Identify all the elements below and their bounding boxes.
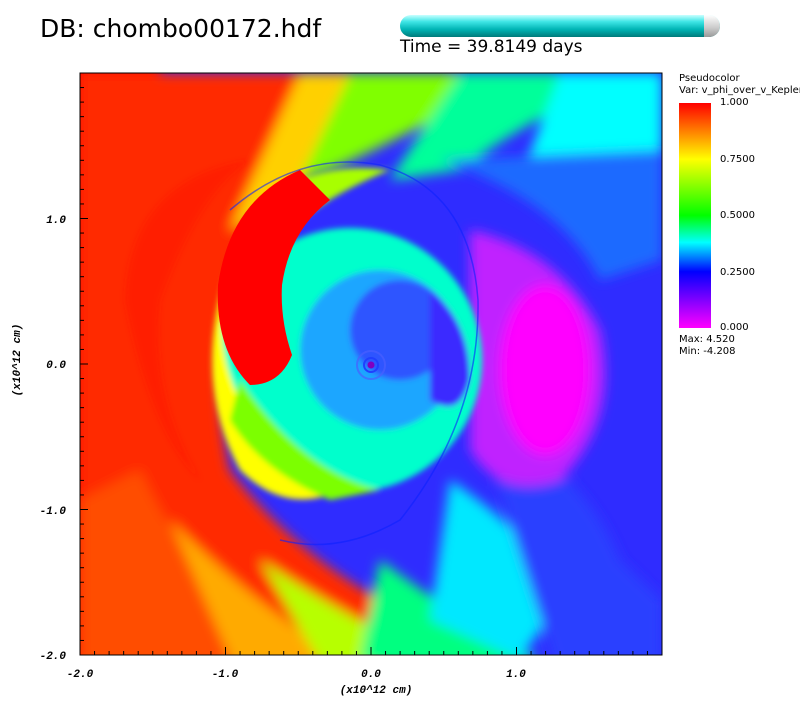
red-crescent: [217, 170, 330, 385]
x-tick-label: -1.0: [212, 669, 239, 681]
legend-variable: Var: v_phi_over_v_Kepler: [679, 85, 800, 96]
heatmap-field: [80, 73, 662, 655]
time-slider-remaining: [704, 15, 720, 37]
colorbar-label: 1.000: [720, 97, 749, 108]
y-tick-label: -2.0: [40, 651, 67, 663]
max-value: Max: 4.520: [679, 334, 735, 345]
database-title: DB: chombo00172.hdf: [40, 14, 322, 43]
colorbar: [679, 103, 711, 328]
x-axis-label: (x10^12 cm): [340, 685, 413, 697]
colorbar-label: 0.000: [720, 322, 749, 333]
colorbar-label: 0.5000: [720, 210, 755, 221]
min-value: Min: -4.208: [679, 346, 736, 357]
y-tick-label: 0.0: [46, 360, 66, 372]
x-tick-label: 0.0: [361, 669, 381, 681]
x-tick-label: -2.0: [67, 669, 94, 681]
x-tick-label: 1.0: [506, 669, 526, 681]
legend-title: Pseudocolor Var: v_phi_over_v_Kepler: [679, 73, 800, 97]
y-axis-label: (x10^12 cm): [12, 324, 24, 397]
colorbar-label: 0.2500: [720, 267, 755, 278]
legend-plot-type: Pseudocolor: [679, 73, 740, 84]
colorbar-label: 0.7500: [720, 154, 755, 165]
axis-ticks: [79, 72, 663, 656]
y-tick-label: 1.0: [46, 215, 66, 227]
time-label: Time = 39.8149 days: [400, 37, 583, 57]
y-tick-label: -1.0: [40, 506, 67, 518]
time-slider-bar: [400, 15, 720, 37]
